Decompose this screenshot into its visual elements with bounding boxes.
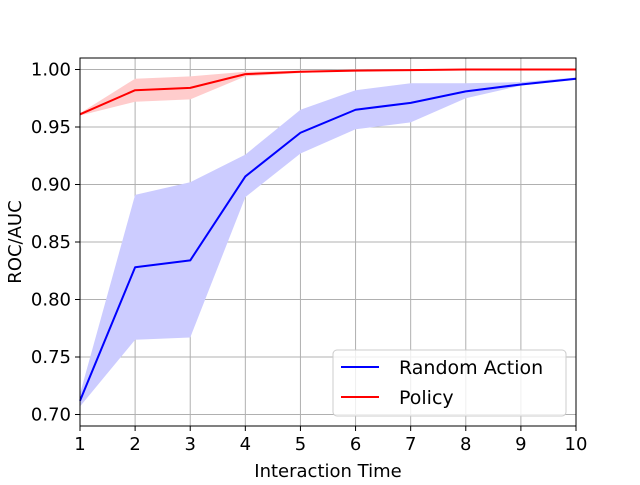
series-line-0 bbox=[79, 77, 577, 402]
x-tick-label: 5 bbox=[295, 434, 306, 455]
axis-ticks: 1 2 3 4 5 6 7 8 9 10 0.70 0.75 0.80 0.85 0.90 0.95 1.00 bbox=[31, 60, 588, 456]
y-tick-label: 0.85 bbox=[31, 232, 71, 253]
series-band-1 bbox=[80, 69, 576, 116]
series-line-1 bbox=[79, 68, 576, 116]
x-tick-label: 6 bbox=[350, 434, 361, 455]
legend-box bbox=[332, 349, 567, 417]
legend: Random Action Policy bbox=[332, 349, 567, 417]
series-band-0 bbox=[80, 77, 576, 407]
legend-label-1: Policy bbox=[399, 387, 454, 409]
x-tick-label: 2 bbox=[129, 434, 140, 455]
y-tick-label: 0.80 bbox=[31, 290, 71, 311]
confidence-bands bbox=[80, 69, 576, 407]
y-tick-label: 0.95 bbox=[31, 117, 71, 138]
x-tick-label: 1 bbox=[74, 434, 85, 455]
legend-label-0: Random Action bbox=[399, 357, 543, 379]
x-tick-label: 9 bbox=[515, 434, 526, 455]
x-tick-label: 10 bbox=[565, 434, 588, 455]
y-tick-label: 0.70 bbox=[31, 405, 71, 426]
y-axis-label: ROC/AUC bbox=[5, 200, 26, 283]
y-tick-label: 0.90 bbox=[31, 175, 71, 196]
series-lines bbox=[79, 68, 577, 402]
y-tick-label: 1.00 bbox=[31, 60, 71, 81]
x-tick-label: 8 bbox=[460, 434, 471, 455]
x-tick-label: 4 bbox=[240, 434, 251, 455]
y-tick-label: 0.75 bbox=[31, 347, 71, 368]
x-tick-label: 7 bbox=[405, 434, 416, 455]
x-tick-label: 3 bbox=[184, 434, 195, 455]
x-axis-label: Interaction Time bbox=[254, 461, 401, 480]
